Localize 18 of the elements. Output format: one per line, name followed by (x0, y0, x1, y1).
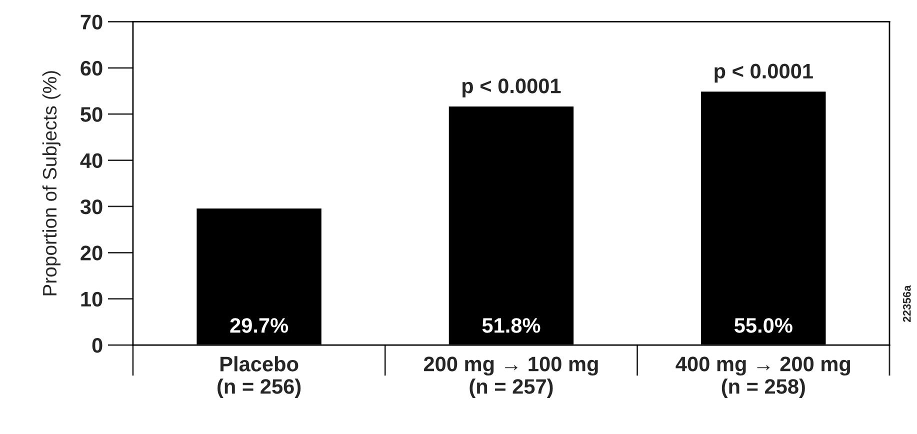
y-tick-label: 50 (80, 107, 102, 122)
data-label: 51.8% (482, 318, 540, 333)
annotation: p < 0.0001 (714, 64, 813, 83)
y-tick-label: 20 (80, 246, 102, 260)
y-tick-label: 30 (80, 199, 102, 214)
y-tick-label: 60 (80, 60, 102, 76)
x-tick-label: 200 mg → 100 mg (n = 257) (424, 356, 598, 398)
x-tick-label: Placebo (n = 256) (218, 356, 301, 398)
y-tick-label: 70 (80, 14, 102, 30)
y-tick-label: 10 (81, 292, 102, 307)
text: 22356a (902, 285, 911, 322)
y-tick-label: 0 (92, 338, 102, 353)
annotation: p < 0.0001 (462, 78, 561, 98)
x-tick-label: 400 mg → 200 mg (n = 258) (676, 356, 850, 398)
data-label: 55.0% (734, 318, 792, 333)
y-axis-title: Proportion of Subjects (%) (42, 71, 60, 296)
y-tick-label: 40 (80, 153, 102, 168)
data-label: 29.7% (230, 318, 288, 333)
